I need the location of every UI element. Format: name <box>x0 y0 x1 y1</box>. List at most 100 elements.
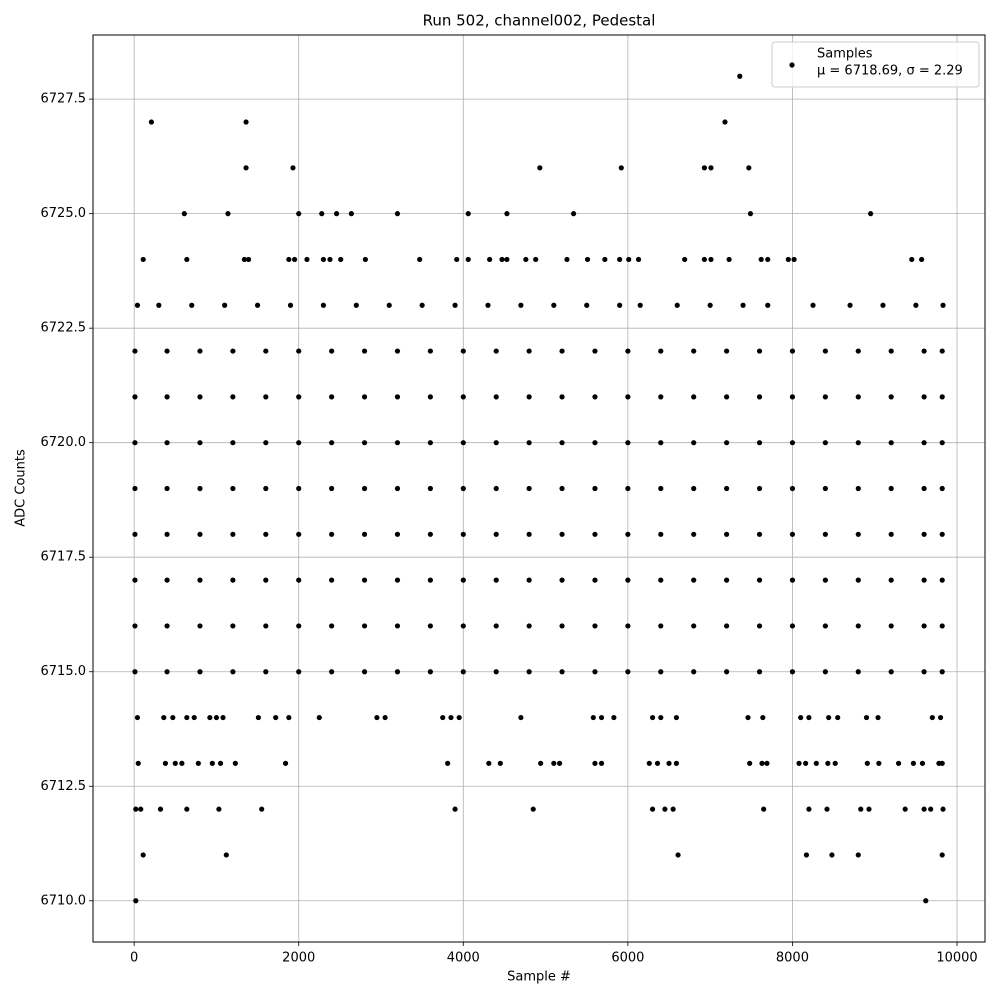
point <box>230 440 236 446</box>
point <box>493 485 499 492</box>
point <box>559 531 565 537</box>
point <box>499 256 505 263</box>
point <box>287 302 294 308</box>
point <box>658 577 664 583</box>
point <box>460 577 466 583</box>
point <box>197 394 203 400</box>
point <box>452 302 458 308</box>
point <box>559 394 565 400</box>
point <box>320 256 327 263</box>
point <box>245 256 252 263</box>
point <box>161 714 167 721</box>
point <box>618 165 624 171</box>
point <box>526 485 532 492</box>
y-tick-label: 6722.5 <box>41 321 87 336</box>
point <box>329 485 335 492</box>
point <box>316 714 322 721</box>
point <box>919 760 926 766</box>
point <box>132 485 138 492</box>
y-tick-label: 6715.0 <box>41 664 87 679</box>
point <box>855 623 861 629</box>
point <box>197 348 203 354</box>
point <box>132 394 138 400</box>
point <box>263 531 269 537</box>
point <box>493 440 499 446</box>
point <box>263 623 269 629</box>
point <box>880 302 886 308</box>
point <box>939 669 945 675</box>
point <box>625 623 631 629</box>
point <box>456 714 462 721</box>
point <box>132 348 138 354</box>
point <box>910 760 917 766</box>
point <box>296 440 302 446</box>
point <box>140 852 146 858</box>
point <box>625 531 631 537</box>
point <box>222 302 228 308</box>
point <box>654 760 661 766</box>
point <box>740 302 746 308</box>
point <box>940 302 946 308</box>
x-tick-label: 2000 <box>282 951 315 966</box>
point <box>921 806 927 812</box>
point <box>286 714 292 721</box>
point <box>637 302 643 308</box>
point <box>747 760 753 766</box>
y-tick-label: 6710.0 <box>41 893 87 908</box>
point <box>273 714 279 721</box>
point <box>724 394 730 400</box>
point <box>197 440 203 446</box>
point <box>708 256 714 263</box>
point <box>132 623 138 629</box>
point <box>745 714 751 721</box>
point <box>197 623 203 629</box>
point <box>598 760 605 766</box>
point <box>940 806 946 812</box>
point <box>939 577 945 583</box>
point <box>223 852 229 858</box>
point <box>810 302 816 308</box>
point <box>133 898 139 904</box>
point <box>937 714 944 721</box>
point <box>822 577 828 583</box>
point <box>758 256 764 263</box>
point <box>863 714 870 721</box>
point <box>164 577 170 583</box>
point <box>493 531 499 537</box>
point <box>824 806 830 812</box>
point <box>329 577 335 583</box>
point <box>485 302 491 308</box>
point <box>209 760 215 766</box>
point <box>923 898 929 904</box>
point <box>646 760 652 766</box>
point <box>737 73 743 79</box>
point <box>798 714 804 721</box>
point <box>427 577 433 583</box>
point <box>465 211 471 217</box>
point <box>526 440 532 446</box>
point <box>551 302 557 308</box>
point <box>921 623 927 629</box>
point <box>855 485 861 492</box>
legend-box <box>771 41 980 88</box>
point <box>493 348 499 354</box>
y-tick-label: 6712.5 <box>41 779 87 794</box>
point <box>888 348 894 354</box>
point <box>691 348 697 354</box>
point <box>756 394 763 400</box>
point <box>170 714 176 721</box>
point <box>197 531 203 537</box>
point <box>394 348 401 354</box>
point <box>282 760 289 766</box>
point <box>658 485 664 492</box>
point <box>460 394 466 400</box>
point <box>386 302 392 308</box>
point <box>673 714 680 721</box>
point <box>526 577 532 583</box>
point <box>255 714 261 721</box>
point <box>701 165 707 171</box>
point <box>184 806 190 812</box>
point <box>747 211 754 217</box>
point <box>460 531 466 537</box>
point <box>460 669 466 675</box>
